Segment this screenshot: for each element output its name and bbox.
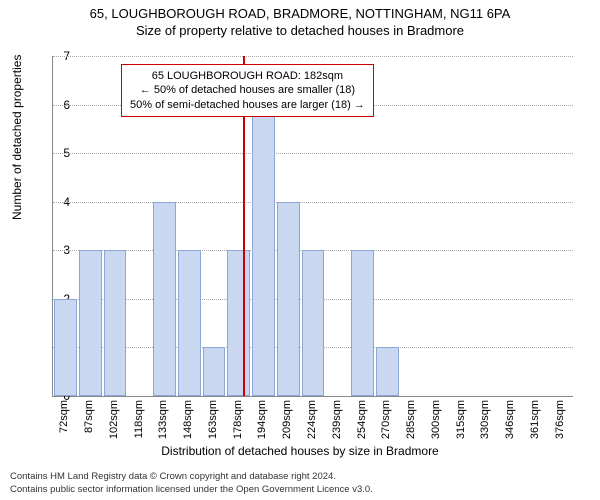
footer-line2: Contains public sector information licen… — [10, 484, 590, 496]
x-tick-label: 118sqm — [133, 400, 145, 438]
x-tick-label: 102sqm — [108, 400, 120, 439]
x-tick-label: 300sqm — [430, 400, 442, 439]
histogram-bar — [277, 202, 300, 396]
histogram-chart: 65 LOUGHBOROUGH ROAD: 182sqm← 50% of det… — [52, 56, 573, 397]
x-tick-label: 285sqm — [405, 400, 417, 439]
x-tick-label: 194sqm — [256, 400, 268, 439]
histogram-bar — [376, 347, 399, 396]
x-tick-label: 209sqm — [281, 400, 293, 439]
histogram-bar — [351, 250, 374, 396]
annot-line2: ← 50% of detached houses are smaller (18… — [130, 83, 365, 97]
x-tick-label: 270sqm — [380, 400, 392, 439]
x-axis-label: Distribution of detached houses by size … — [0, 444, 600, 458]
footer-line1: Contains HM Land Registry data © Crown c… — [10, 471, 590, 483]
x-tick-label: 361sqm — [529, 400, 541, 439]
histogram-bar — [252, 105, 275, 396]
x-tick-label: 346sqm — [504, 400, 516, 439]
gridline — [53, 202, 573, 203]
y-axis-label: Number of detached properties — [10, 55, 24, 220]
annot-line1: 65 LOUGHBOROUGH ROAD: 182sqm — [130, 69, 365, 83]
x-tick-label: 315sqm — [455, 400, 467, 439]
page-title-subtitle: Size of property relative to detached ho… — [0, 23, 600, 38]
histogram-bar — [79, 250, 102, 396]
x-tick-label: 239sqm — [331, 400, 343, 439]
x-tick-label: 254sqm — [356, 400, 368, 439]
x-tick-label: 224sqm — [306, 400, 318, 439]
gridline — [53, 153, 573, 154]
gridline — [53, 56, 573, 57]
histogram-bar — [104, 250, 127, 396]
x-tick-label: 178sqm — [232, 400, 244, 439]
page-title-address: 65, LOUGHBOROUGH ROAD, BRADMORE, NOTTING… — [0, 6, 600, 21]
histogram-bar — [178, 250, 201, 396]
x-tick-label: 376sqm — [554, 400, 566, 439]
x-tick-label: 163sqm — [207, 400, 219, 439]
x-tick-label: 72sqm — [58, 400, 70, 433]
x-tick-label: 330sqm — [479, 400, 491, 439]
histogram-bar — [203, 347, 226, 396]
histogram-bar — [54, 299, 77, 396]
histogram-bar — [227, 250, 250, 396]
histogram-bar — [302, 250, 325, 396]
histogram-bar — [153, 202, 176, 396]
footer-attribution: Contains HM Land Registry data © Crown c… — [10, 471, 590, 496]
annotation-box: 65 LOUGHBOROUGH ROAD: 182sqm← 50% of det… — [121, 64, 374, 117]
annot-line3: 50% of semi-detached houses are larger (… — [130, 98, 365, 112]
x-tick-label: 87sqm — [83, 400, 95, 433]
x-tick-label: 133sqm — [157, 400, 169, 439]
x-tick-label: 148sqm — [182, 400, 194, 439]
